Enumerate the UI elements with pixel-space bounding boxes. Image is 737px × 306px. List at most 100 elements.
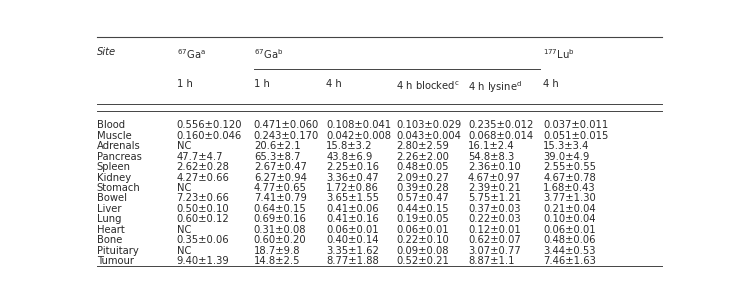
Text: Heart: Heart (97, 225, 125, 235)
Text: 0.21±0.04: 0.21±0.04 (543, 204, 596, 214)
Text: 4 h: 4 h (326, 79, 342, 89)
Text: 2.09±0.27: 2.09±0.27 (396, 173, 449, 183)
Text: 4.77±0.65: 4.77±0.65 (254, 183, 307, 193)
Text: 8.87±1.1: 8.87±1.1 (468, 256, 514, 266)
Text: 2.80±2.59: 2.80±2.59 (396, 141, 449, 151)
Text: Stomach: Stomach (97, 183, 141, 193)
Text: 2.36±0.10: 2.36±0.10 (468, 162, 521, 172)
Text: 0.09±0.08: 0.09±0.08 (396, 246, 449, 256)
Text: 0.60±0.20: 0.60±0.20 (254, 235, 307, 245)
Text: 0.57±0.47: 0.57±0.47 (396, 193, 449, 203)
Text: 0.556±0.120: 0.556±0.120 (177, 120, 242, 130)
Text: 0.12±0.01: 0.12±0.01 (468, 225, 521, 235)
Text: 1.68±0.43: 1.68±0.43 (543, 183, 596, 193)
Text: 3.65±1.55: 3.65±1.55 (326, 193, 380, 203)
Text: 0.103±0.029: 0.103±0.029 (396, 120, 461, 130)
Text: Pituitary: Pituitary (97, 246, 139, 256)
Text: 6.27±0.94: 6.27±0.94 (254, 173, 307, 183)
Text: 0.41±0.06: 0.41±0.06 (326, 204, 379, 214)
Text: 4.27±0.66: 4.27±0.66 (177, 173, 229, 183)
Text: 0.52±0.21: 0.52±0.21 (396, 256, 449, 266)
Text: 0.043±0.004: 0.043±0.004 (396, 131, 461, 141)
Text: 0.243±0.170: 0.243±0.170 (254, 131, 319, 141)
Text: 0.35±0.06: 0.35±0.06 (177, 235, 229, 245)
Text: 0.60±0.12: 0.60±0.12 (177, 214, 229, 224)
Text: 0.69±0.16: 0.69±0.16 (254, 214, 307, 224)
Text: Bowel: Bowel (97, 193, 127, 203)
Text: 0.160±0.046: 0.160±0.046 (177, 131, 242, 141)
Text: 47.7±4.7: 47.7±4.7 (177, 152, 223, 162)
Text: 0.44±0.15: 0.44±0.15 (396, 204, 449, 214)
Text: 0.051±0.015: 0.051±0.015 (543, 131, 609, 141)
Text: 1 h: 1 h (177, 79, 192, 89)
Text: 0.235±0.012: 0.235±0.012 (468, 120, 534, 130)
Text: 0.31±0.08: 0.31±0.08 (254, 225, 307, 235)
Text: 1 h: 1 h (254, 79, 270, 89)
Text: Pancreas: Pancreas (97, 152, 142, 162)
Text: 0.06±0.01: 0.06±0.01 (326, 225, 379, 235)
Text: 39.0±4.9: 39.0±4.9 (543, 152, 590, 162)
Text: 0.50±0.10: 0.50±0.10 (177, 204, 229, 214)
Text: 20.6±2.1: 20.6±2.1 (254, 141, 301, 151)
Text: 18.7±9.8: 18.7±9.8 (254, 246, 300, 256)
Text: 2.55±0.55: 2.55±0.55 (543, 162, 596, 172)
Text: Muscle: Muscle (97, 131, 131, 141)
Text: 2.25±0.16: 2.25±0.16 (326, 162, 380, 172)
Text: 4.67±0.78: 4.67±0.78 (543, 173, 596, 183)
Text: 0.22±0.03: 0.22±0.03 (468, 214, 520, 224)
Text: 0.068±0.014: 0.068±0.014 (468, 131, 533, 141)
Text: 4.67±0.97: 4.67±0.97 (468, 173, 521, 183)
Text: 7.46±1.63: 7.46±1.63 (543, 256, 596, 266)
Text: 3.77±1.30: 3.77±1.30 (543, 193, 596, 203)
Text: 43.8±6.9: 43.8±6.9 (326, 152, 373, 162)
Text: Lung: Lung (97, 214, 121, 224)
Text: 5.75±1.21: 5.75±1.21 (468, 193, 521, 203)
Text: 0.06±0.01: 0.06±0.01 (396, 225, 449, 235)
Text: 0.40±0.14: 0.40±0.14 (326, 235, 379, 245)
Text: 7.23±0.66: 7.23±0.66 (177, 193, 229, 203)
Text: 2.67±0.47: 2.67±0.47 (254, 162, 307, 172)
Text: 0.471±0.060: 0.471±0.060 (254, 120, 319, 130)
Text: Site: Site (97, 47, 116, 57)
Text: 2.26±2.00: 2.26±2.00 (396, 152, 449, 162)
Text: 3.44±0.53: 3.44±0.53 (543, 246, 595, 256)
Text: Bone: Bone (97, 235, 122, 245)
Text: 0.042±0.008: 0.042±0.008 (326, 131, 391, 141)
Text: 7.41±0.79: 7.41±0.79 (254, 193, 307, 203)
Text: 4 h blocked$^{\mathregular{c}}$: 4 h blocked$^{\mathregular{c}}$ (396, 79, 460, 91)
Text: Adrenals: Adrenals (97, 141, 141, 151)
Text: 65.3±8.7: 65.3±8.7 (254, 152, 300, 162)
Text: 0.41±0.16: 0.41±0.16 (326, 214, 379, 224)
Text: 0.037±0.011: 0.037±0.011 (543, 120, 609, 130)
Text: NC: NC (177, 246, 191, 256)
Text: NC: NC (177, 183, 191, 193)
Text: 2.62±0.28: 2.62±0.28 (177, 162, 229, 172)
Text: 4 h: 4 h (543, 79, 559, 89)
Text: 0.62±0.07: 0.62±0.07 (468, 235, 521, 245)
Text: NC: NC (177, 225, 191, 235)
Text: 15.3±3.4: 15.3±3.4 (543, 141, 590, 151)
Text: Kidney: Kidney (97, 173, 131, 183)
Text: 0.19±0.05: 0.19±0.05 (396, 214, 449, 224)
Text: 0.64±0.15: 0.64±0.15 (254, 204, 307, 214)
Text: 4 h lysine$^{\mathregular{d}}$: 4 h lysine$^{\mathregular{d}}$ (468, 79, 522, 95)
Text: 2.39±0.21: 2.39±0.21 (468, 183, 521, 193)
Text: 0.39±0.28: 0.39±0.28 (396, 183, 449, 193)
Text: NC: NC (177, 141, 191, 151)
Text: 0.48±0.05: 0.48±0.05 (396, 162, 449, 172)
Text: 0.10±0.04: 0.10±0.04 (543, 214, 595, 224)
Text: 9.40±1.39: 9.40±1.39 (177, 256, 229, 266)
Text: Liver: Liver (97, 204, 121, 214)
Text: 0.06±0.01: 0.06±0.01 (543, 225, 596, 235)
Text: 0.108±0.041: 0.108±0.041 (326, 120, 391, 130)
Text: 54.8±8.3: 54.8±8.3 (468, 152, 514, 162)
Text: 1.72±0.86: 1.72±0.86 (326, 183, 379, 193)
Text: 16.1±2.4: 16.1±2.4 (468, 141, 514, 151)
Text: 3.07±0.77: 3.07±0.77 (468, 246, 521, 256)
Text: 15.8±3.2: 15.8±3.2 (326, 141, 373, 151)
Text: 0.22±0.10: 0.22±0.10 (396, 235, 449, 245)
Text: 3.35±1.62: 3.35±1.62 (326, 246, 379, 256)
Text: 0.37±0.03: 0.37±0.03 (468, 204, 520, 214)
Text: Spleen: Spleen (97, 162, 130, 172)
Text: 3.36±0.47: 3.36±0.47 (326, 173, 379, 183)
